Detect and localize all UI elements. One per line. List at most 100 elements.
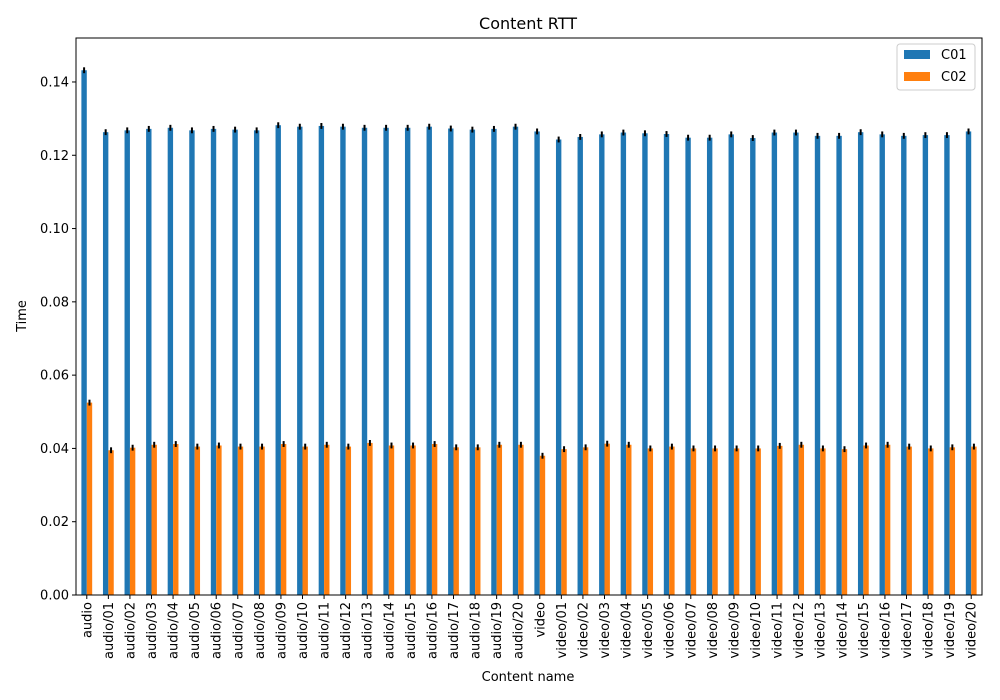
x-tick-label: video/19 [943, 602, 958, 658]
bar-c02 [561, 449, 567, 595]
bar-c02 [345, 446, 352, 595]
x-tick-label: video/18 [922, 602, 937, 658]
bar-c02 [669, 446, 675, 595]
x-tick-label: audio/16 [425, 602, 440, 659]
bar-c01 [448, 128, 454, 595]
bar-c02 [518, 444, 524, 595]
bar-c02 [928, 448, 934, 595]
x-tick-label: audio/18 [469, 602, 484, 659]
bar-c02 [539, 455, 546, 595]
x-tick-label: video/14 [835, 602, 850, 658]
bar-c01 [167, 127, 174, 595]
bar-c01 [642, 133, 648, 596]
x-tick-label: video/12 [792, 602, 807, 658]
y-tick-label: 0.10 [40, 222, 69, 237]
x-tick-label: video/20 [965, 602, 980, 658]
x-tick-label: audio/20 [512, 602, 527, 659]
bar-c02 [690, 448, 697, 595]
x-tick-label: video/02 [576, 602, 591, 658]
x-tick-label: video/07 [684, 602, 699, 658]
legend-swatch-c01 [904, 50, 930, 59]
bar-c02 [949, 447, 956, 595]
bar-c02 [151, 444, 157, 595]
x-tick-label: audio/07 [231, 602, 246, 659]
bar-c01 [340, 126, 346, 595]
bar-c02 [410, 445, 416, 595]
bar-c01 [965, 131, 972, 595]
bar-c01 [253, 130, 260, 596]
bar-c02 [173, 444, 179, 595]
bar-c02 [582, 447, 589, 595]
bar-c01 [512, 126, 519, 595]
bar-c01 [318, 125, 325, 596]
bar-c02 [237, 446, 244, 595]
bar-c01 [685, 137, 691, 595]
bar-c01 [232, 129, 238, 595]
bar-c02 [755, 448, 761, 595]
x-tick-label: video/09 [727, 602, 742, 658]
y-tick-label: 0.14 [40, 75, 69, 90]
y-axis: 0.00 0.02 0.04 0.06 0.08 0.10 0.12 0.14 [40, 75, 76, 604]
bar-c02 [259, 446, 265, 595]
x-tick-label: audio/12 [339, 602, 354, 659]
x-tick-label: audio/14 [382, 602, 397, 659]
bar-c01 [102, 132, 109, 595]
y-tick-label: 0.02 [40, 515, 69, 530]
x-tick-label: audio/15 [404, 602, 419, 659]
bar-c02 [129, 447, 136, 595]
x-tick-label: video/13 [814, 602, 829, 658]
y-tick-label: 0.04 [40, 442, 69, 457]
x-tick-label: video/15 [857, 602, 872, 658]
x-tick-label: video/16 [878, 602, 893, 658]
bar-c01 [750, 138, 756, 595]
bar-c01 [857, 132, 864, 595]
plot-frame [75, 37, 983, 596]
bar-c01 [81, 70, 87, 595]
bar-c02 [431, 444, 438, 595]
bar-c02 [216, 445, 222, 595]
x-tick-label: audio/01 [102, 602, 117, 659]
x-tick-label: video/10 [749, 602, 764, 658]
legend-label-c01: C01 [941, 48, 967, 63]
bar-c01 [728, 134, 734, 595]
chart-title: Content RTT [479, 14, 577, 33]
bar-c01 [404, 127, 411, 595]
x-tick-label: audio [80, 602, 95, 638]
bar-c02 [453, 447, 459, 595]
x-tick-label: video [533, 602, 548, 638]
y-tick-label: 0.12 [40, 149, 69, 164]
x-tick-label: video/17 [900, 602, 915, 658]
bar-c01 [297, 126, 303, 595]
x-tick-label: audio/06 [210, 602, 225, 659]
error-bars-group [83, 67, 975, 459]
bar-c01 [663, 134, 670, 595]
bar-c02 [496, 444, 503, 595]
x-tick-label: audio/08 [253, 602, 268, 659]
bar-c01 [469, 129, 476, 595]
bar-c01 [555, 139, 562, 595]
x-tick-label: video/05 [641, 602, 656, 658]
bar-c01 [944, 135, 950, 595]
bar-c02 [647, 448, 654, 595]
x-tick-label: audio/19 [490, 602, 505, 659]
x-tick-label: audio/05 [188, 602, 203, 659]
bar-c01 [706, 137, 713, 595]
bar-c01 [383, 127, 389, 595]
bar-c02 [626, 444, 632, 595]
y-axis-label: Time [15, 300, 30, 333]
bar-c02 [302, 446, 308, 595]
bar-c01 [124, 130, 130, 596]
bar-c01 [275, 125, 281, 595]
bar-c02 [971, 446, 977, 595]
x-tick-label: audio/04 [167, 602, 182, 659]
bar-c02 [604, 443, 610, 595]
bar-c02 [798, 444, 805, 595]
x-tick-label: audio/10 [296, 602, 311, 659]
bar-c02 [777, 445, 783, 595]
bar-c02 [884, 444, 891, 595]
x-tick-label: video/08 [706, 602, 721, 658]
bar-c02 [733, 448, 740, 595]
bars-group [81, 70, 977, 596]
bar-c02 [906, 446, 912, 595]
bar-c01 [577, 136, 583, 595]
